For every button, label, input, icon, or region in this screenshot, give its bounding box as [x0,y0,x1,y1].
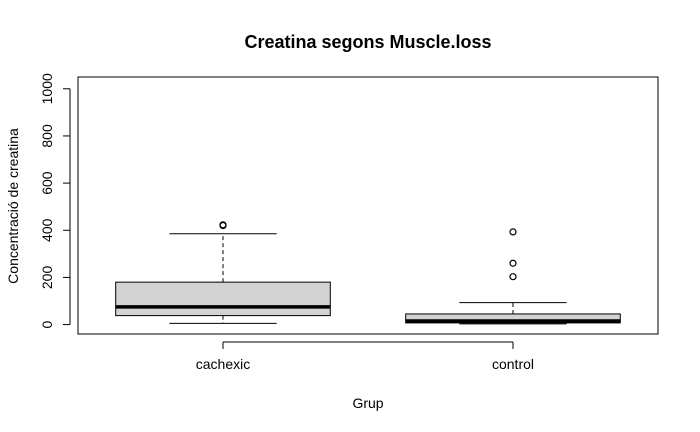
x-tick-label-cachexic: cachexic [196,356,250,372]
outlier-point [509,228,517,236]
outlier-point [509,259,517,267]
outlier-point [509,273,517,281]
y-tick-label: 1000 [39,73,55,104]
y-axis: 0 200 400 600 800 1000 [39,73,71,328]
chart-title: Creatina segons Muscle.loss [244,32,491,52]
x-axis-label: Grup [352,395,383,411]
iqr-box [405,313,621,324]
y-axis-label: Concentració de creatina [5,128,21,284]
x-axis: cachexic control [196,341,534,372]
boxes-group [115,221,621,325]
y-tick-label: 600 [39,171,55,195]
x-tick-label-control: control [492,356,534,372]
y-tick-label: 400 [39,218,55,242]
y-tick-label: 0 [39,320,55,328]
iqr-box [115,281,331,317]
y-tick-label: 200 [39,266,55,290]
box-cachexic [115,221,331,324]
y-tick-label: 800 [39,124,55,148]
outlier-point [219,221,227,229]
plot-frame [77,76,659,335]
box-control [405,228,621,325]
